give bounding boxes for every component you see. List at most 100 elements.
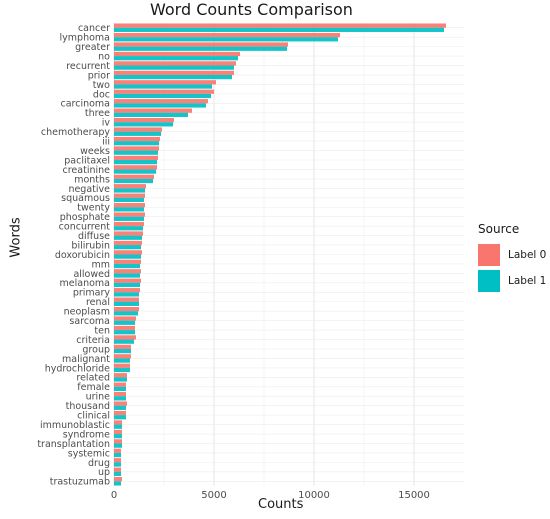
category-label: weeks xyxy=(80,146,110,157)
bar-lymphoma-label-1 xyxy=(114,37,338,42)
bar-melanoma-label-1 xyxy=(114,282,140,288)
bar-doxorubicin-label-1 xyxy=(114,254,141,259)
category-label: ten xyxy=(94,325,110,336)
category-label: allowed xyxy=(73,269,110,280)
bar-cancer-label-1 xyxy=(114,27,444,32)
category-label: lymphoma xyxy=(60,33,110,44)
bar-hydrochloride-label-0 xyxy=(114,363,130,368)
x-tick-label: 10000 xyxy=(298,490,330,501)
bar-greater-label-1 xyxy=(114,46,287,51)
bar-systemic-label-1 xyxy=(114,452,121,458)
bar-up-label-0 xyxy=(114,467,121,472)
bar-ten-label-1 xyxy=(114,330,135,335)
bar-paclitaxel-label-0 xyxy=(114,155,158,161)
bar-months-label-0 xyxy=(114,174,154,179)
bar-diffuse-label-0 xyxy=(114,231,143,236)
legend-label-0: Label 0 xyxy=(508,249,547,261)
bar-thousand-label-0 xyxy=(114,401,127,406)
bar-malignant-label-1 xyxy=(114,358,130,363)
category-label: doxorubicin xyxy=(55,250,110,261)
bar-neoplasm-label-1 xyxy=(114,311,138,316)
bar-thousand-label-1 xyxy=(114,405,126,410)
bar-concurrent-label-1 xyxy=(114,226,143,231)
bar-chemotherapy-label-0 xyxy=(114,127,162,132)
bar-creatinine-label-1 xyxy=(114,169,156,174)
category-label: iv xyxy=(102,118,111,129)
category-label: cancer xyxy=(78,23,110,34)
x-axis-title: Counts xyxy=(258,497,304,512)
bar-primary-label-0 xyxy=(114,288,140,293)
bar-renal-label-0 xyxy=(114,297,139,302)
category-label: diffuse xyxy=(78,231,110,242)
bar-systemic-label-0 xyxy=(114,448,121,453)
bar-recurrent-label-1 xyxy=(114,65,234,70)
category-label: hydrochloride xyxy=(45,363,110,374)
bar-immunoblastic-label-1 xyxy=(114,424,122,429)
bar-criteria-label-1 xyxy=(114,339,134,344)
category-label: group xyxy=(82,344,110,355)
bar-negative-label-1 xyxy=(114,188,145,193)
bar-doc-label-1 xyxy=(114,93,211,99)
legend-item-label-1: Label 1 xyxy=(478,268,548,294)
bar-two-label-1 xyxy=(114,84,212,89)
bar-phosphate-label-0 xyxy=(114,212,145,217)
category-label: chemotherapy xyxy=(41,127,111,138)
category-label: drug xyxy=(88,458,110,469)
bar-recurrent-label-0 xyxy=(114,61,236,66)
bar-malignant-label-0 xyxy=(114,354,131,359)
category-label: clinical xyxy=(77,411,110,422)
bar-months-label-1 xyxy=(114,178,153,184)
bar-sarcoma-label-1 xyxy=(114,320,135,325)
bar-related-label-0 xyxy=(114,373,127,378)
category-label: systemic xyxy=(68,448,110,459)
bar-melanoma-label-0 xyxy=(114,278,141,283)
x-tick-label: 5000 xyxy=(201,490,226,501)
bar-doxorubicin-label-0 xyxy=(114,250,142,255)
category-label: doc xyxy=(93,89,110,100)
category-label: primary xyxy=(73,288,111,299)
bar-phosphate-label-1 xyxy=(114,216,144,221)
bar-bilirubin-label-1 xyxy=(114,245,141,250)
category-label: two xyxy=(93,80,110,91)
bar-trastuzumab-label-0 xyxy=(114,477,122,482)
bar-criteria-label-0 xyxy=(114,335,136,340)
legend: Source Label 0 Label 1 xyxy=(478,222,548,294)
category-label: bilirubin xyxy=(71,240,110,251)
bar-chemotherapy-label-1 xyxy=(114,131,161,136)
bar-greater-label-0 xyxy=(114,42,288,47)
bar-carcinoma-label-0 xyxy=(114,99,208,104)
bar-carcinoma-label-1 xyxy=(114,103,206,108)
bar-hydrochloride-label-1 xyxy=(114,367,130,373)
x-tick-label: 15000 xyxy=(398,490,430,501)
bar-group-label-1 xyxy=(114,348,131,354)
bar-female-label-1 xyxy=(114,386,126,392)
bar-prior-label-0 xyxy=(114,70,234,75)
category-label: recurrent xyxy=(66,61,110,72)
chart-title: Word Counts Comparison xyxy=(150,0,353,19)
bar-twenty-label-1 xyxy=(114,207,144,212)
category-label: negative xyxy=(68,184,110,195)
bar-clinical-label-0 xyxy=(114,410,126,416)
bar-three-label-0 xyxy=(114,108,192,113)
legend-swatch-label-1 xyxy=(478,270,500,292)
category-label: sarcoma xyxy=(69,316,110,327)
bar-syndrome-label-1 xyxy=(114,434,122,439)
legend-label-1: Label 1 xyxy=(508,275,547,287)
bar-ten-label-0 xyxy=(114,325,135,331)
bar-cancer-label-0 xyxy=(114,23,446,28)
bar-doc-label-0 xyxy=(114,89,214,94)
bar-group-label-0 xyxy=(114,344,131,349)
bar-neoplasm-label-0 xyxy=(114,306,139,312)
bar-lymphoma-label-0 xyxy=(114,32,340,38)
category-label: greater xyxy=(75,42,110,53)
bar-weeks-label-1 xyxy=(114,150,158,155)
bar-iii-label-1 xyxy=(114,141,159,146)
x-tick-label: 0 xyxy=(111,490,117,501)
bar-mm-label-1 xyxy=(114,263,140,269)
bar-iv-label-0 xyxy=(114,117,174,123)
category-label: urine xyxy=(86,392,111,403)
bar-syndrome-label-0 xyxy=(114,429,122,435)
bar-bilirubin-label-0 xyxy=(114,240,142,246)
